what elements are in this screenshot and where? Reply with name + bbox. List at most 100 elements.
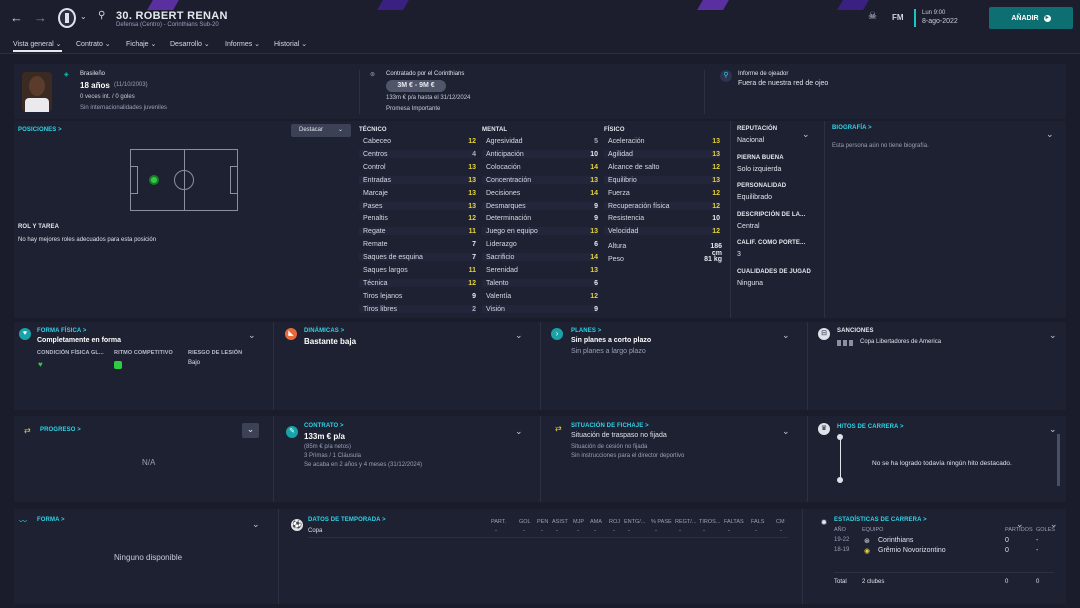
- club-crest-icon[interactable]: [58, 8, 76, 28]
- attr-row-stripe: [359, 227, 476, 236]
- attribute-name[interactable]: Decisiones: [486, 189, 521, 197]
- attribute-name[interactable]: Sacrificio: [486, 254, 515, 262]
- career-chevron-icon[interactable]: ⌄: [1050, 519, 1058, 529]
- attribute-name[interactable]: Entradas: [363, 176, 392, 184]
- player-photo: [22, 72, 52, 112]
- plans-title[interactable]: PLANES >: [571, 328, 602, 334]
- top-bar: ← → ⌄ ⚲ 30. ROBERT RENAN Defensa (Centro…: [0, 0, 1080, 38]
- scrollbar[interactable]: [1057, 434, 1060, 486]
- weight-value: 81 kg: [704, 256, 722, 263]
- career-title[interactable]: ESTADÍSTICAS DE CARRERA >: [834, 517, 927, 523]
- tecnico-title: TÉCNICO: [359, 127, 387, 133]
- attribute-name[interactable]: Pases: [363, 202, 383, 210]
- attribute-name[interactable]: Tiros libres: [363, 305, 397, 313]
- attribute-value: 9: [594, 215, 598, 223]
- progress-dropdown[interactable]: ⌄: [242, 423, 259, 438]
- attribute-value: 14: [590, 254, 598, 262]
- tab-vista-general[interactable]: Vista general ⌄: [13, 40, 62, 52]
- attribute-value: 7: [472, 254, 476, 262]
- attribute-name[interactable]: Valentía: [486, 292, 512, 300]
- attribute-name[interactable]: Tiros lejanos: [363, 292, 403, 300]
- attribute-name[interactable]: Cabeceo: [363, 138, 392, 145]
- value-badge[interactable]: 3M € - 9M €: [386, 80, 446, 92]
- position-marker[interactable]: [149, 175, 159, 185]
- attribute-name[interactable]: Velocidad: [608, 228, 639, 236]
- attribute-name[interactable]: Control: [363, 163, 386, 171]
- attribute-name[interactable]: Centros: [363, 150, 388, 158]
- career-team[interactable]: Grêmio Novorizontino: [878, 547, 946, 554]
- form-value: Ninguno disponible: [114, 553, 183, 562]
- plans-chevron-icon[interactable]: ⌄: [782, 330, 790, 340]
- attribute-name[interactable]: Remate: [363, 241, 388, 249]
- attribute-name[interactable]: Serenidad: [486, 267, 518, 274]
- chevron-down-icon[interactable]: ⌄: [80, 12, 87, 21]
- search-player-icon[interactable]: ⚲: [98, 10, 106, 21]
- player-subtitle[interactable]: Defensa (Centro) - Corinthians Sub-20: [116, 22, 219, 28]
- fm-logo[interactable]: FM: [892, 13, 904, 22]
- tab-historial[interactable]: Historial ⌄: [274, 41, 308, 48]
- details-chevron-icon[interactable]: ⌄: [802, 129, 810, 139]
- dynamics-chevron-icon[interactable]: ⌄: [515, 330, 523, 340]
- season-title[interactable]: DATOS DE TEMPORADA >: [308, 517, 386, 523]
- sanctions-chevron-icon[interactable]: ⌄: [1049, 330, 1057, 340]
- attribute-name[interactable]: Equilibrio: [608, 176, 637, 184]
- contract-chevron-icon[interactable]: ⌄: [515, 426, 523, 436]
- form-title[interactable]: FORMA >: [37, 517, 65, 523]
- attribute-name[interactable]: Visión: [486, 305, 505, 313]
- forward-icon[interactable]: →: [34, 10, 47, 25]
- transfer-chevron-icon[interactable]: ⌄: [782, 426, 790, 436]
- milestones-chevron-icon[interactable]: ⌄: [1049, 424, 1057, 434]
- attribute-name[interactable]: Técnica: [363, 279, 388, 287]
- attribute-value: 9: [472, 292, 476, 300]
- career-goals: -: [1036, 547, 1039, 554]
- contract-title[interactable]: CONTRATO >: [304, 423, 344, 429]
- add-button[interactable]: AÑADIR ▸: [989, 7, 1073, 29]
- attribute-name[interactable]: Saques largos: [363, 267, 408, 274]
- form-chevron-icon[interactable]: ⌄: [252, 519, 260, 529]
- caps: 0 veces int. / 0 goles: [80, 94, 135, 100]
- attribute-name[interactable]: Saques de esquina: [363, 254, 423, 262]
- attribute-name[interactable]: Anticipación: [486, 150, 524, 158]
- dynamics-title[interactable]: DINÁMICAS >: [304, 328, 345, 334]
- milestones-title[interactable]: HITOS DE CARRERA >: [837, 424, 904, 430]
- progress-title[interactable]: PROGRESO >: [40, 427, 81, 433]
- season-cell: -: [613, 528, 615, 534]
- season-cell: -: [679, 528, 681, 534]
- attribute-name[interactable]: Recuperación física: [608, 202, 670, 210]
- attribute-name[interactable]: Colocación: [486, 163, 521, 171]
- attribute-value: 12: [712, 189, 720, 197]
- attribute-name[interactable]: Regate: [363, 228, 386, 236]
- career-team[interactable]: Corinthians: [878, 537, 914, 544]
- attribute-name[interactable]: Marcaje: [363, 189, 388, 197]
- tab-desarrollo[interactable]: Desarrollo ⌄: [170, 41, 210, 48]
- fitness-chevron-icon[interactable]: ⌄: [248, 330, 256, 340]
- attribute-name[interactable]: Agresividad: [486, 138, 523, 145]
- attribute-value: 13: [468, 163, 476, 171]
- highlight-dropdown[interactable]: Destacar ⌄: [291, 124, 351, 137]
- tab-fichaje[interactable]: Fichaje ⌄: [126, 41, 157, 48]
- positions-title[interactable]: POSICIONES >: [18, 127, 62, 133]
- attribute-name[interactable]: Talento: [486, 279, 509, 287]
- fitness-title[interactable]: FORMA FÍSICA >: [37, 328, 87, 334]
- attribute-name[interactable]: Fuerza: [608, 189, 630, 197]
- tab-contrato[interactable]: Contrato ⌄: [76, 41, 111, 48]
- back-icon[interactable]: ←: [10, 10, 23, 25]
- attribute-name[interactable]: Determinación: [486, 215, 532, 223]
- attribute-name[interactable]: Alcance de salto: [608, 163, 660, 171]
- transfer-title[interactable]: SITUACIÓN DE FICHAJE >: [571, 423, 649, 429]
- attribute-name[interactable]: Desmarques: [486, 202, 526, 210]
- tab-informes[interactable]: Informes ⌄: [225, 41, 261, 48]
- bio-title[interactable]: BIOGRAFÍA >: [832, 125, 872, 131]
- attribute-name[interactable]: Juego en equipo: [486, 228, 538, 236]
- attribute-name[interactable]: Penaltis: [363, 215, 388, 223]
- attribute-name[interactable]: Agilidad: [608, 150, 633, 158]
- height-value: 186 cm: [710, 243, 722, 257]
- attribute-name[interactable]: Resistencia: [608, 215, 645, 223]
- attribute-name[interactable]: Aceleración: [608, 138, 645, 145]
- attribute-name[interactable]: Liderazgo: [486, 241, 517, 249]
- skull-icon[interactable]: ☠: [868, 11, 877, 22]
- season-col-header: MJP: [573, 519, 584, 525]
- season-chevron-icon[interactable]: ⌄: [1016, 519, 1024, 529]
- bio-chevron-icon[interactable]: ⌄: [1046, 129, 1054, 139]
- attribute-name[interactable]: Concentración: [486, 176, 532, 184]
